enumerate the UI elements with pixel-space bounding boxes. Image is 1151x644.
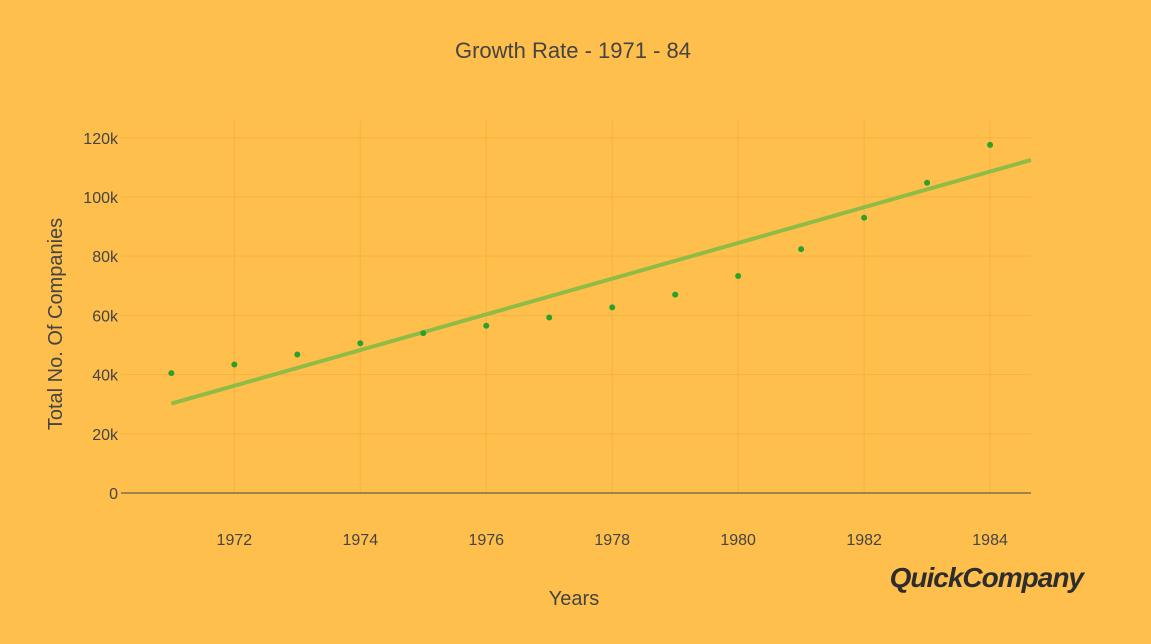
data-point <box>609 304 616 311</box>
x-tick-label: 1976 <box>468 532 504 549</box>
y-tick-label: 0 <box>109 486 118 503</box>
trendline-series <box>170 158 1032 406</box>
data-point <box>168 370 175 377</box>
x-tick-label: 1982 <box>846 532 882 549</box>
y-tick-label: 60k <box>92 308 119 325</box>
data-point <box>483 322 490 329</box>
data-point <box>294 351 301 358</box>
chart-title: Growth Rate - 1971 - 84 <box>455 38 691 63</box>
y-axis-title: Total No. Of Companies <box>45 218 67 430</box>
data-point <box>735 273 742 280</box>
data-point <box>861 214 868 221</box>
trendline <box>170 158 1032 406</box>
x-tick-label: 1978 <box>594 532 630 549</box>
y-tick-label: 20k <box>92 427 119 444</box>
data-point <box>798 246 805 253</box>
grid-lines <box>121 120 1031 493</box>
data-point <box>546 314 553 321</box>
data-point <box>924 179 931 186</box>
data-point <box>987 141 994 148</box>
x-tick-label: 1984 <box>972 532 1008 549</box>
brand-logo: QuickCompany <box>889 562 1084 593</box>
x-tick-label: 1980 <box>720 532 756 549</box>
y-tick-label: 40k <box>92 368 119 385</box>
data-point <box>420 330 427 337</box>
data-point <box>672 291 679 298</box>
x-tick-label: 1972 <box>217 532 253 549</box>
y-tick-label: 120k <box>83 131 119 148</box>
scatter-series <box>168 141 994 377</box>
x-axis-ticks: 1972 1974 1976 1978 1980 1982 1984 <box>217 532 1008 549</box>
y-axis-ticks: 0 20k 40k 60k 80k 100k 120k <box>83 131 119 503</box>
y-tick-label: 100k <box>83 190 119 207</box>
x-axis-title: Years <box>549 588 599 610</box>
x-tick-label: 1974 <box>343 532 379 549</box>
data-point <box>231 361 238 368</box>
y-tick-label: 80k <box>92 249 119 266</box>
data-point <box>357 340 364 347</box>
